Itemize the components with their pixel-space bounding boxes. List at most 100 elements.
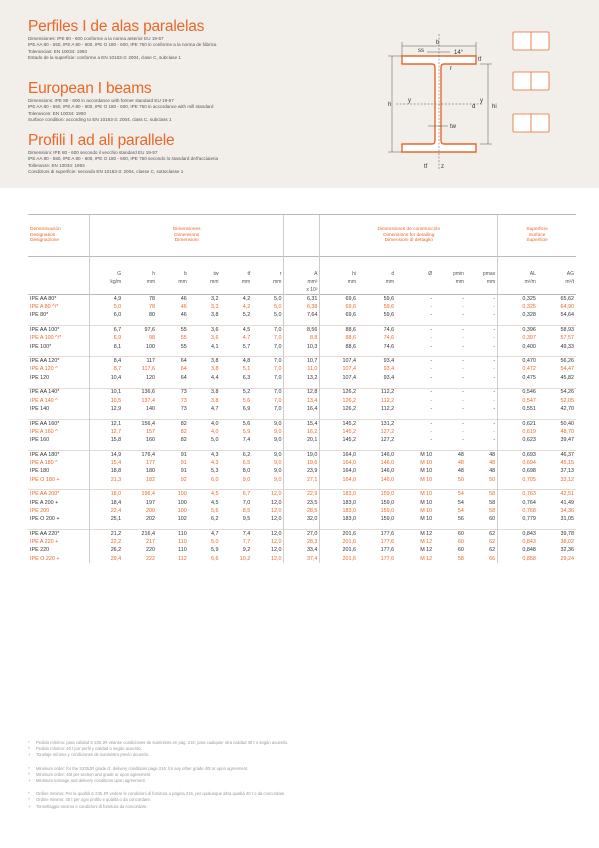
table-cell: 217: [146, 539, 156, 546]
table-cell: -: [465, 325, 498, 335]
table-cell: 107,4: [319, 373, 359, 383]
table-cell: 58: [465, 489, 498, 499]
table-cell: 42,51: [537, 489, 576, 499]
table-row: IPE A 120 ^ 8,7 117,6 64 3,8 5,1 7,0 11,0 107,4 9…: [28, 365, 576, 374]
table-row: IPE 80* 6,0 80 46 3,8 5,2 5,0 7,64 69,6 59,6- - -0,…: [28, 311, 576, 320]
profiles-table: Denominación Designation Designazione Di…: [28, 214, 576, 564]
table-cell: 145,2: [319, 435, 359, 445]
table-cell: 10,1: [88, 387, 124, 397]
table-cell: M 12: [420, 555, 433, 562]
table-row: IPE 200 22,4 200 100 5,6 8,5 12,0 28,5 183,0 159,…: [28, 506, 576, 516]
table-cell: 88,6: [319, 342, 359, 351]
table-cell: 56: [457, 516, 464, 523]
profile-designation: IPE O 220 +: [30, 555, 60, 562]
intro-line: Tolerances: EN 10034: 1993: [28, 110, 86, 116]
table-cell: -: [434, 356, 466, 366]
table-row: IPE 120 10,4 120 64 4,4 6,3 7,0 13,2 107,4 93,4 - -…: [28, 373, 576, 383]
table-row: IPE O 200 + 25,1 202 102 6,2 9,5 12,0 32,0 183,0…: [28, 515, 576, 524]
table-cell: 146,0: [380, 468, 395, 475]
group-spacer: [28, 444, 576, 451]
table-cell: 18,4: [88, 498, 124, 507]
table-cell: 33,12: [560, 476, 575, 483]
table-cell: 37,13: [560, 468, 575, 475]
table-cell: 69,6: [319, 293, 359, 303]
table-row: IPE A 140 ^ 10,5 137,4 73 3,8 5,6 7,0 13,4 126,2…: [28, 396, 576, 405]
table-cell: 0,325: [497, 293, 538, 303]
table-row: IPE 160 15,8 160 82 5,0 7,4 9,0 20,1 145,2 127,2 -…: [28, 435, 576, 445]
table-cell: 110: [178, 547, 187, 554]
table-cell: 4,3: [211, 459, 219, 466]
table-cell: 4,1: [211, 343, 219, 350]
table-cell: 183,0: [319, 506, 359, 516]
footnote: * Ordine minimo: Per la qualità S 235 JR …: [28, 791, 286, 797]
table-cell: 9,5: [242, 516, 251, 523]
table-cell: 5,0: [88, 302, 124, 312]
table-cell: 3,8: [211, 397, 219, 404]
table-cell: M 10: [420, 516, 433, 523]
table-cell: 126,2: [319, 387, 359, 397]
table-cell: 4,0: [188, 418, 221, 428]
table-cell: 50: [457, 476, 464, 483]
table-cell: 69,6: [319, 302, 359, 312]
i-beam-section-diagram: b ss 14° r tf h y y d hi tw z tf: [388, 31, 550, 170]
table-cell: 0,546: [497, 387, 538, 397]
intro-line: Dimensiones: IPE 80 - 600 conforme a la …: [28, 36, 164, 41]
table-cell: 177,6: [380, 539, 395, 546]
table-cell: 5,2: [242, 312, 251, 319]
profile-designation: IPE O 200 +: [30, 516, 60, 523]
table-cell: 146,0: [358, 449, 397, 459]
label-d: d: [472, 104, 475, 110]
table-cell: 54: [434, 489, 466, 499]
table-cell: M 10: [396, 449, 435, 459]
table-cell: 48,70: [560, 428, 575, 435]
table-cell: 48: [465, 449, 498, 459]
table-cell: 74,6: [358, 325, 397, 335]
table-cell: 6,6: [211, 555, 219, 562]
table-cell: 6,2: [220, 449, 253, 459]
table-cell: 78: [149, 304, 156, 311]
label-y-right: y: [480, 98, 483, 104]
table-cell: 7,0: [273, 366, 282, 373]
table-cell: 48: [434, 449, 466, 459]
profile-designation: IPE 140: [30, 405, 50, 412]
table-cell: 54: [457, 507, 464, 514]
table-cell: 164,0: [319, 475, 359, 484]
table-cell: 59,6: [358, 293, 397, 303]
table-cell: 6,5: [242, 459, 251, 466]
table-cell: 7,7: [242, 539, 251, 546]
table-cell: 49,33: [560, 343, 575, 350]
column-header: tw mm: [188, 256, 221, 295]
table-row: IPE A 160 ^ 12,7 157 82 4,0 5,9 9,0 16,2 145,2 12…: [28, 427, 576, 436]
intro-line: Surface condition: according to EN 10163…: [28, 117, 172, 123]
table-cell: 164,0: [319, 458, 359, 468]
table-cell: -: [430, 405, 433, 412]
label-ss: ss: [418, 48, 424, 54]
table-cell: 5,6: [211, 507, 219, 514]
table-cell: 12,0: [270, 539, 282, 546]
table-cell: 56,26: [537, 356, 576, 366]
table-cell: 100: [177, 507, 187, 514]
table-cell: 5,6: [220, 418, 253, 428]
table-cell: -: [434, 293, 466, 303]
table-cell: 197: [146, 499, 156, 506]
intro-line: Tolerancias: EN 10034: 1993: [28, 48, 87, 54]
table-cell: 65,62: [537, 293, 576, 303]
table-cell: -: [430, 366, 433, 373]
label-alpha: 14°: [454, 50, 464, 56]
table-cell: 3,6: [188, 325, 221, 335]
table-cell: 7,0: [273, 335, 282, 342]
table-cell: 183,0: [319, 489, 359, 499]
label-tw: tw: [450, 124, 457, 130]
table-cell: 82: [180, 428, 187, 435]
table-cell: M 10: [396, 489, 435, 499]
table-cell: 60: [434, 528, 466, 538]
table-cell: 13,4: [283, 396, 320, 405]
table-cell: 48: [489, 468, 496, 475]
table-cell: 74,6: [383, 343, 395, 350]
table-cell: 220: [146, 547, 156, 554]
table-cell: 145,2: [319, 427, 359, 436]
table-cell: M 10: [420, 459, 433, 466]
table-cell: 4,2: [220, 293, 253, 303]
